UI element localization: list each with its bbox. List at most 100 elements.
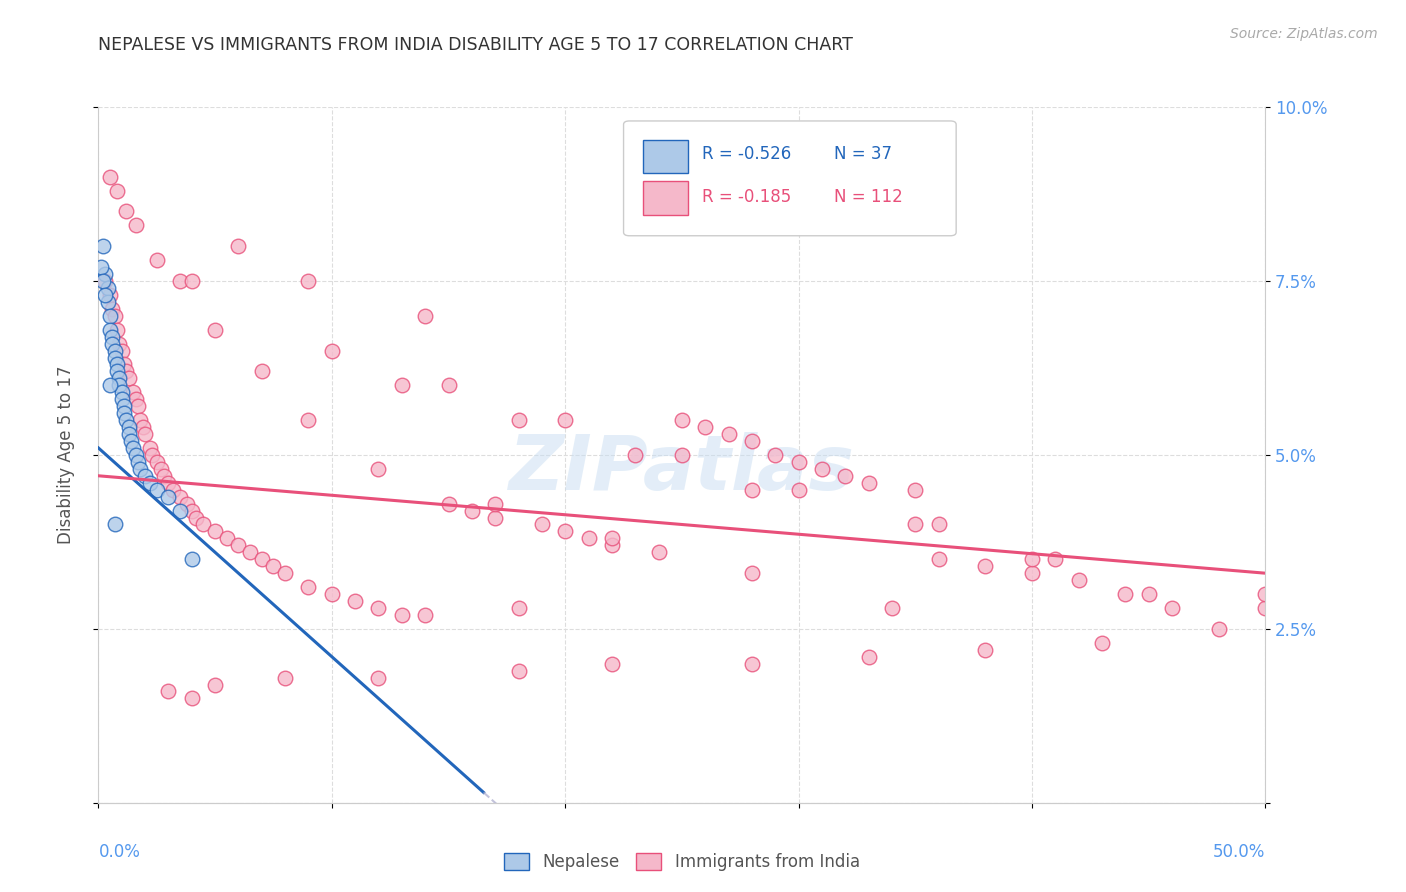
Bar [644,181,688,215]
Point [880,601,903,615]
Point [834,468,856,483]
Point [101,301,124,316]
Point [129,413,152,427]
Point [111,343,134,358]
Point [104,517,127,532]
Point [741,657,763,671]
Point [186,510,208,524]
Point [162,483,184,497]
Point [437,497,460,511]
Point [624,448,647,462]
Point [413,309,436,323]
Point [176,497,198,511]
Point [122,441,145,455]
Point [695,420,717,434]
Point [125,219,148,233]
Point [97,281,120,295]
Point [104,351,127,365]
Point [193,517,215,532]
Point [367,601,389,615]
Point [139,441,162,455]
Point [928,517,950,532]
Point [112,358,135,372]
Point [91,274,114,288]
Point [169,490,191,504]
Point [94,288,117,302]
Point [717,427,740,442]
Text: Source: ZipAtlas.com: Source: ZipAtlas.com [1230,27,1378,41]
Point [98,169,121,184]
Point [125,448,148,462]
Point [741,434,763,448]
Point [104,309,127,323]
Point [98,288,121,302]
Point [297,274,319,288]
Point [146,253,169,268]
Point [115,364,138,378]
Point [274,671,297,685]
Point [671,448,693,462]
Point [297,580,319,594]
Point [554,413,576,427]
Text: R = -0.526: R = -0.526 [702,145,792,162]
Point [152,468,174,483]
Point [554,524,576,539]
Point [204,524,226,539]
Point [461,503,484,517]
Point [671,413,693,427]
Point [125,392,148,407]
Point [1067,573,1090,587]
Point [129,462,152,476]
Point [204,677,226,691]
Point [437,378,460,392]
Point [122,385,145,400]
Point [1045,552,1067,566]
Point [111,385,134,400]
Point [508,664,530,678]
Point [215,532,238,546]
Point [297,413,319,427]
Point [763,448,786,462]
Point [105,184,128,198]
Point [647,545,669,559]
Point [105,358,128,372]
Point [97,294,120,309]
Point [600,538,623,552]
Point [508,601,530,615]
Point [180,691,202,706]
Point [1161,601,1184,615]
Point [180,552,202,566]
Point [600,532,623,546]
Point [127,455,149,469]
Point [250,364,273,378]
Point [101,336,124,351]
Point [391,607,413,622]
Y-axis label: Disability Age 5 to 17: Disability Age 5 to 17 [56,366,75,544]
Point [578,532,600,546]
Point [146,455,169,469]
Point [157,490,180,504]
Point [321,343,343,358]
Legend: Nepalese, Immigrants from India: Nepalese, Immigrants from India [498,847,866,878]
Text: 50.0%: 50.0% [1213,843,1265,861]
Point [105,323,128,337]
Point [904,517,927,532]
Point [858,649,880,664]
Point [413,607,436,622]
Point [98,378,121,392]
Point [1254,587,1277,601]
Point [180,503,202,517]
Point [108,378,131,392]
Point [787,455,810,469]
Point [262,559,284,574]
Point [112,399,135,413]
Point [134,427,156,442]
Point [91,239,114,253]
Point [105,364,128,378]
Point [108,336,131,351]
Point [115,204,138,219]
Point [169,274,191,288]
Point [1021,552,1043,566]
Point [146,483,169,497]
FancyBboxPatch shape [624,121,956,235]
